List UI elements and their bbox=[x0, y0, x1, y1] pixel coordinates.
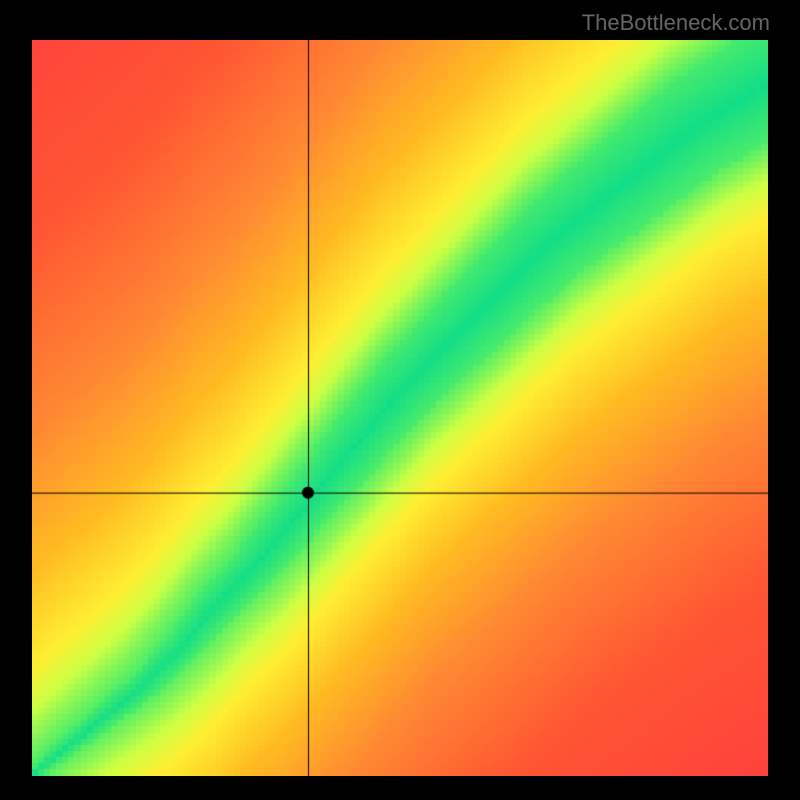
heatmap-canvas bbox=[32, 40, 768, 776]
watermark-text: TheBottleneck.com bbox=[582, 10, 770, 36]
chart-container: TheBottleneck.com bbox=[0, 0, 800, 800]
plot-area bbox=[32, 40, 768, 776]
